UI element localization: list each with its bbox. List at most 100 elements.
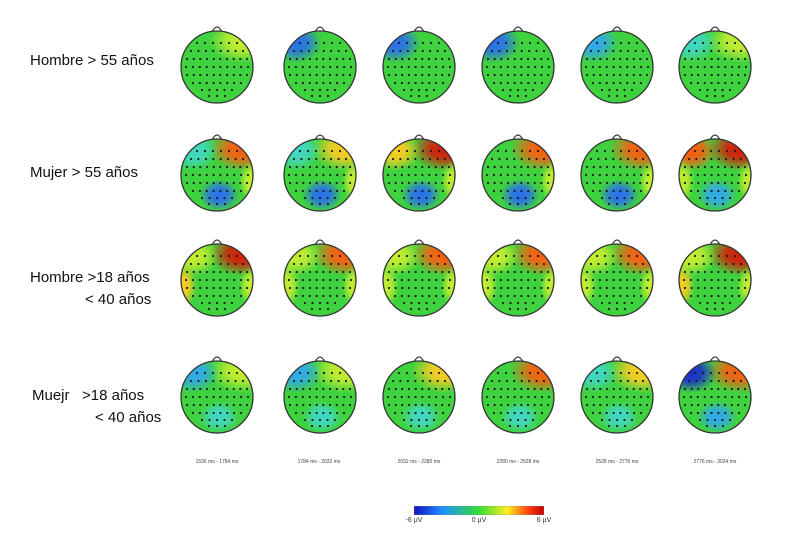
electrode-dot: [318, 202, 322, 206]
electrode-dot: [632, 403, 635, 407]
electrode-dot: [333, 196, 337, 200]
electrode-dot: [308, 173, 311, 177]
electrode-dot: [287, 65, 291, 69]
activation-blob: [679, 264, 695, 308]
electrode-dot: [226, 278, 229, 282]
electrode-dot: [203, 149, 207, 153]
electrode-dot: [294, 81, 298, 85]
electrode-dot: [731, 81, 734, 85]
electrode-dot: [342, 387, 345, 391]
electrode-dot: [447, 57, 451, 61]
electrode-dot: [326, 301, 329, 305]
electrode-dot: [195, 371, 199, 375]
electrode-dot: [509, 196, 512, 200]
electrode-dot: [683, 57, 687, 61]
electrode-dot: [407, 387, 411, 391]
electrode-dot: [295, 387, 298, 391]
electrode-dot: [724, 411, 727, 415]
electrode-dot: [598, 278, 601, 282]
electrode-dot: [743, 181, 747, 185]
scalp-map: [481, 239, 555, 317]
electrode-dot: [232, 57, 235, 61]
electrode-dot: [724, 173, 727, 177]
head-outline: [382, 360, 456, 434]
electrode-dot: [421, 254, 425, 258]
electrode-dot: [401, 286, 404, 290]
electrode-dot: [717, 411, 720, 415]
activation-blob: [679, 159, 695, 203]
electrode-dot: [212, 395, 215, 399]
electrode-dot: [605, 411, 608, 415]
electrode-dot: [706, 88, 709, 92]
electrode-dot: [520, 81, 523, 85]
electrode-dot: [696, 81, 700, 85]
electrode-dot: [717, 41, 721, 45]
electrode-dot: [232, 73, 235, 77]
electrode-dot: [547, 173, 551, 177]
electrode-dot: [723, 181, 727, 185]
electrode-dot: [725, 49, 728, 53]
electrode-dot: [493, 73, 496, 77]
electrode-dot: [322, 262, 325, 266]
electrode-dot: [295, 165, 298, 169]
electrode-dot: [322, 157, 325, 161]
electrode-dot: [520, 49, 523, 53]
electrode-dot: [326, 202, 330, 206]
electrode-dot: [615, 196, 619, 200]
electrode-dot: [513, 181, 516, 185]
electrode-dot: [391, 49, 395, 53]
electrode-dot: [308, 286, 312, 290]
electrode-dot: [612, 157, 615, 161]
electrode-dot: [329, 189, 332, 193]
electrode-dot: [703, 286, 707, 290]
electrode-dot: [215, 418, 219, 422]
electrode-dot: [234, 157, 237, 161]
electrode-dot: [435, 65, 438, 69]
electrode-dot: [425, 94, 429, 98]
electrode-dot: [397, 149, 401, 153]
electrode-dot: [203, 254, 207, 258]
electrode-dot: [721, 424, 725, 428]
nose-marker: [413, 356, 425, 363]
scalp-map: [580, 26, 654, 104]
electrode-dot: [399, 379, 402, 383]
electrode-dot: [635, 41, 639, 45]
electrode-dot: [315, 65, 318, 69]
electrode-dot: [683, 181, 687, 185]
electrode-dot: [541, 278, 544, 282]
electrode-dot: [520, 57, 523, 61]
electrode-dot: [219, 65, 222, 69]
electrode-dot: [634, 379, 637, 383]
electrode-dot: [241, 157, 245, 161]
electrode-dot: [435, 189, 438, 193]
electrode-dot: [619, 270, 622, 274]
electrode-dot: [496, 41, 500, 45]
activation-blob: [540, 266, 554, 306]
electrode-dot: [287, 278, 291, 282]
electrode-dot: [520, 73, 523, 77]
electrode-dot: [421, 294, 424, 298]
electrode-dot: [417, 424, 421, 428]
electrode-dot: [738, 395, 741, 399]
electrode-dot: [492, 395, 495, 399]
electrode-dot: [696, 294, 700, 298]
electrode-dot: [442, 278, 445, 282]
electrode-dot: [191, 81, 195, 85]
scalp-map: [180, 134, 254, 212]
electrode-dot: [592, 165, 595, 169]
activation-blob: [679, 361, 717, 393]
electrode-dot: [314, 254, 318, 258]
electrode-dot: [696, 278, 699, 282]
electrode-dot: [219, 270, 222, 274]
electrode-dot: [335, 73, 338, 77]
electrode-dot: [535, 262, 538, 266]
electrode-dot: [226, 189, 229, 193]
electrode-dot: [619, 189, 622, 193]
electrode-dot: [690, 270, 693, 274]
electrode-dot: [619, 278, 622, 282]
electrode-dot: [612, 73, 615, 77]
electrode-dot: [330, 371, 334, 375]
electrode-dot: [619, 262, 622, 266]
electrode-dot: [225, 403, 229, 407]
electrode-dot: [682, 173, 686, 177]
